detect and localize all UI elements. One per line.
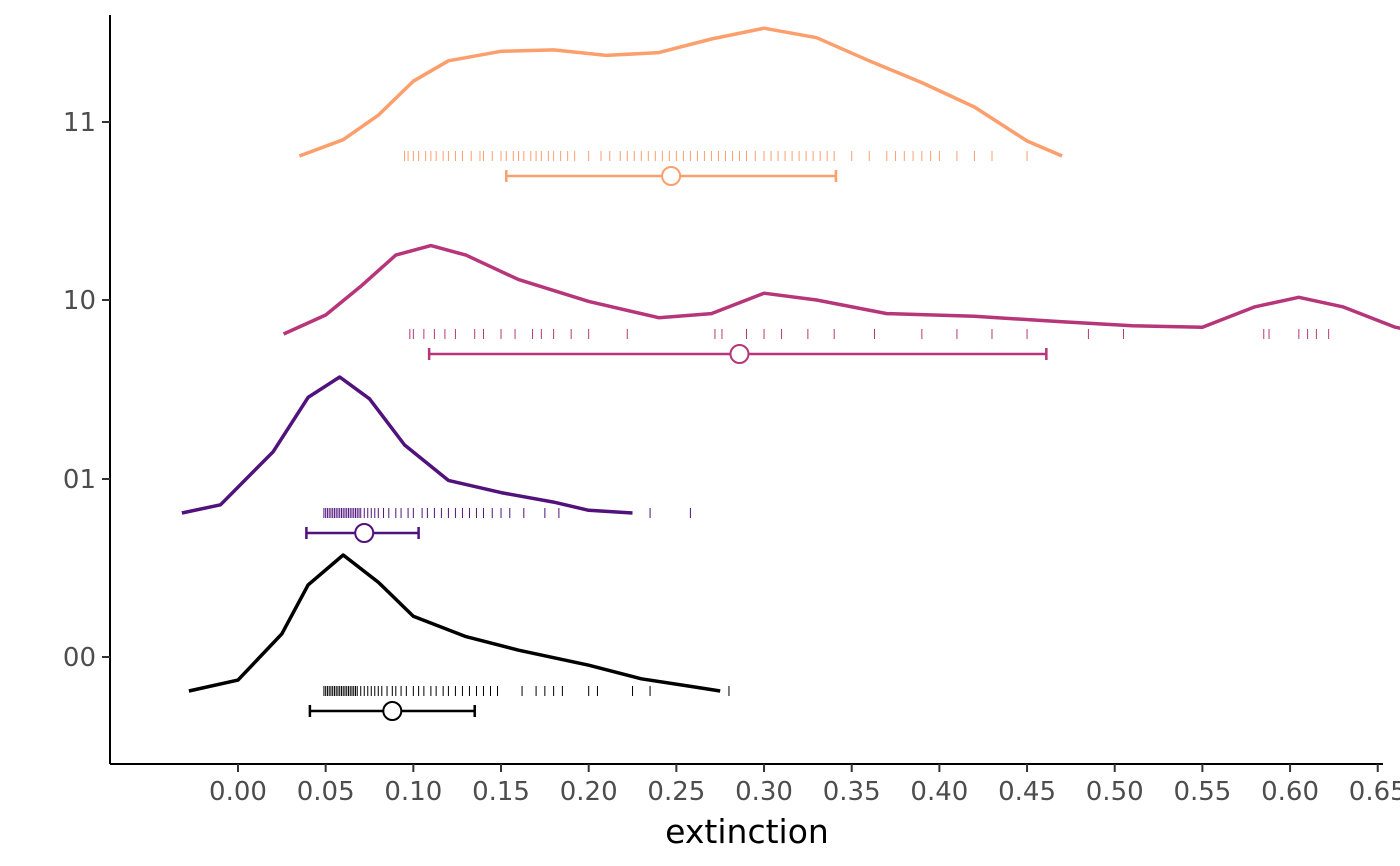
x-tick-label: 0.30: [735, 777, 793, 807]
x-tick-label: 0.50: [1086, 777, 1144, 807]
x-axis-title: extinction: [665, 812, 829, 851]
y-tick-label: 11: [63, 108, 96, 138]
mean-point: [729, 344, 750, 364]
y-tick-label: 10: [63, 286, 96, 316]
mean-point: [354, 523, 375, 543]
density-curve: [181, 375, 633, 515]
x-tick-label: 0.25: [647, 777, 705, 807]
plot-area: [181, 26, 1400, 721]
x-tick-label: 0.00: [209, 777, 267, 807]
rug-ticks: [323, 686, 730, 696]
raincloud-01: [181, 375, 691, 543]
y-tick-label: 00: [63, 643, 96, 673]
x-tick-label: 0.65: [1349, 777, 1400, 807]
x-tick-label: 0.35: [823, 777, 881, 807]
y-axis: 00 01 10 11: [63, 15, 111, 764]
x-tick-label: 0.40: [910, 777, 968, 807]
x-tick-label: 0.15: [472, 777, 530, 807]
x-tick-label: 0.55: [1173, 777, 1231, 807]
density-curve: [188, 553, 721, 693]
raincloud-10: [282, 243, 1400, 364]
mean-point: [382, 701, 403, 721]
x-tick-label: 0.60: [1261, 777, 1319, 807]
raincloud-00: [188, 553, 730, 721]
x-tick-label: 0.20: [560, 777, 618, 807]
x-tick-label: 0.10: [384, 777, 442, 807]
rug-ticks: [409, 329, 1330, 339]
rug-ticks: [323, 508, 691, 518]
x-tick-label: 0.45: [998, 777, 1056, 807]
mean-point: [661, 166, 682, 186]
raincloud-11: [298, 26, 1063, 186]
x-axis: 0.00 0.05 0.10 0.15 0.20 0.25 0.30 0.35 0.40 0.45…: [110, 763, 1400, 807]
y-tick-label: 01: [63, 465, 96, 495]
density-curve: [282, 243, 1400, 336]
density-curve: [298, 26, 1063, 158]
x-tick-label: 0.05: [297, 777, 355, 807]
rug-ticks: [404, 151, 1028, 161]
